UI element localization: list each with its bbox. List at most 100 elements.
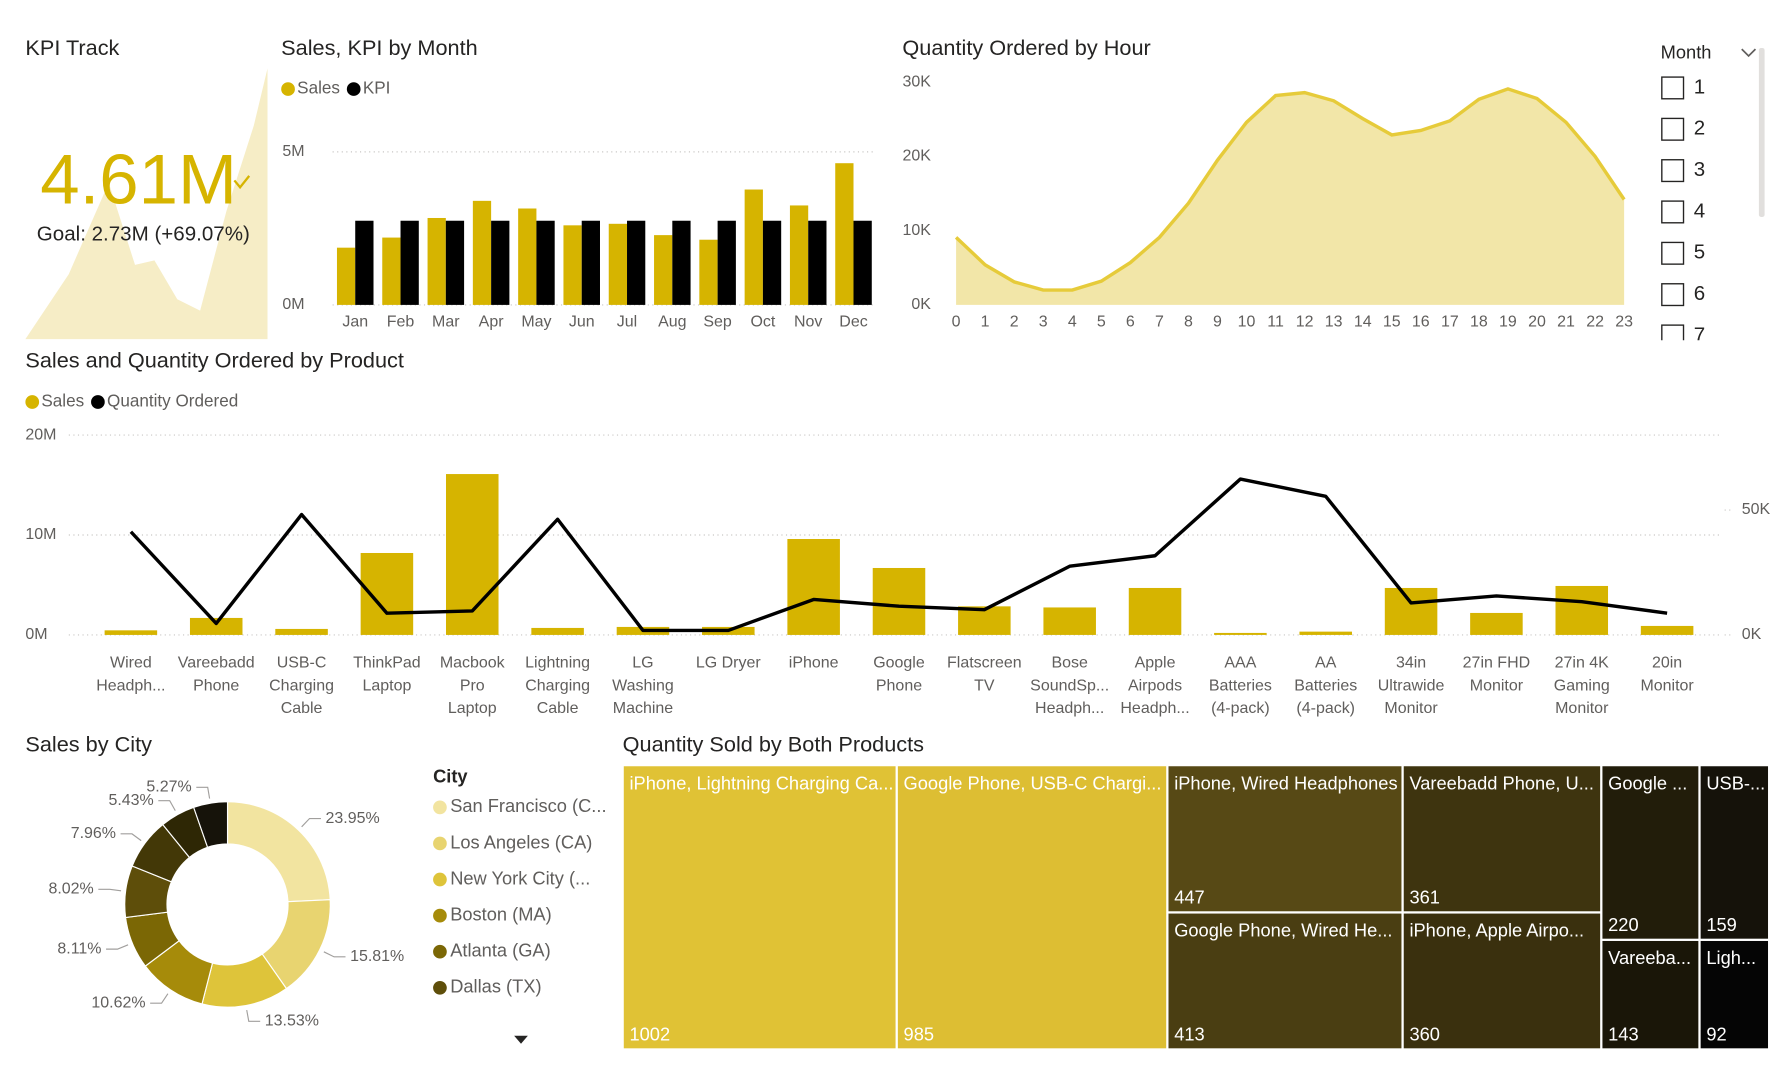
slicer-checkbox[interactable] <box>1661 117 1685 141</box>
x-tick-label: Wired Headph... <box>96 655 165 695</box>
x-tick-label: ThinkPad Laptop <box>353 655 420 695</box>
area-line <box>954 87 1626 292</box>
slicer-item[interactable]: 4 <box>1694 199 1705 222</box>
data-label: 5.27% <box>146 779 191 796</box>
x-tick-label: 15 <box>1383 313 1401 330</box>
bar <box>581 220 600 305</box>
x-tick-label: Jun <box>569 313 595 330</box>
treemap-tile[interactable] <box>1403 913 1601 1049</box>
x-tick-label: iPhone <box>789 655 839 672</box>
tile-label: Vareeba... <box>1608 947 1691 968</box>
x-tick-label: 27in 4K Gaming Monitor <box>1554 655 1610 718</box>
bar <box>627 220 646 305</box>
treemap-tile[interactable] <box>1700 766 1769 939</box>
legend-dot[interactable] <box>433 872 447 887</box>
tile-label: Vareebadd Phone, U... <box>1409 772 1593 793</box>
slicer-scrollbar[interactable] <box>1758 47 1765 217</box>
bar <box>427 217 446 305</box>
y-tick-label: 0M <box>25 626 47 643</box>
bar <box>1043 607 1096 635</box>
leader-line <box>120 833 142 842</box>
x-tick-label: 6 <box>1126 313 1135 330</box>
slicer-checkbox[interactable] <box>1661 283 1685 307</box>
bar <box>872 567 926 635</box>
legend-label[interactable]: Los Angeles (CA) <box>450 831 592 852</box>
slicer-checkbox[interactable] <box>1661 76 1685 100</box>
leader-line <box>301 817 321 828</box>
legend-label[interactable]: San Francisco (C... <box>450 795 606 816</box>
legend-label[interactable]: Boston (MA) <box>450 903 552 924</box>
tile-value: 92 <box>1706 1024 1726 1045</box>
slicer-checkbox[interactable] <box>1661 159 1685 183</box>
bar <box>608 223 628 305</box>
legend-label: Sales <box>41 391 84 410</box>
legend-dot[interactable] <box>433 980 447 995</box>
tile-value: 220 <box>1608 914 1638 935</box>
bar <box>275 628 328 635</box>
x-tick-label: 23 <box>1615 313 1633 330</box>
x-tick-label: 34in Ultrawide Monitor <box>1378 655 1445 718</box>
bar <box>744 189 763 305</box>
slicer-checkbox[interactable] <box>1661 324 1685 347</box>
legend-label[interactable]: Atlanta (GA) <box>450 940 550 961</box>
bar <box>1555 585 1609 635</box>
slicer-item[interactable]: 1 <box>1694 75 1705 98</box>
x-tick-label: Aug <box>658 313 686 330</box>
bar <box>717 220 736 305</box>
treemap-tile[interactable] <box>1602 766 1699 939</box>
legend-label: Sales <box>297 79 340 98</box>
slicer-item[interactable]: 7 <box>1694 323 1705 346</box>
x-tick-label: Macbook Pro Laptop <box>440 655 505 718</box>
legend-dot <box>25 395 40 409</box>
treemap-tile[interactable] <box>1700 940 1769 1049</box>
bar <box>518 208 537 305</box>
slicer-checkbox[interactable] <box>1661 200 1685 224</box>
x-tick-label: 1 <box>981 313 990 330</box>
slicer-chevron[interactable] <box>1741 48 1757 58</box>
x-tick-label: Sep <box>703 313 732 330</box>
legend-label[interactable]: New York City (... <box>450 867 590 888</box>
bar <box>853 220 872 305</box>
legend-dot[interactable] <box>433 908 447 923</box>
slicer-item[interactable]: 5 <box>1694 241 1705 264</box>
leader-line <box>158 800 176 811</box>
leader-line <box>246 1009 261 1022</box>
legend-more[interactable] <box>514 1035 528 1044</box>
x-tick-label: 7 <box>1155 313 1164 330</box>
bar <box>1128 587 1182 635</box>
tile-label: iPhone, Apple Airpo... <box>1409 920 1584 941</box>
slicer-item[interactable]: 6 <box>1694 282 1705 305</box>
bar <box>382 237 401 305</box>
line <box>129 477 1668 633</box>
data-label: 10.62% <box>91 994 145 1011</box>
legend-label[interactable]: Dallas (TX) <box>450 976 541 997</box>
tile-value: 360 <box>1409 1024 1439 1045</box>
bar <box>1214 632 1267 635</box>
legend-dot[interactable] <box>433 836 447 851</box>
treemap-tile[interactable] <box>897 766 1167 1049</box>
treemap-tile[interactable] <box>1602 940 1699 1049</box>
x-tick-label: 16 <box>1412 313 1430 330</box>
treemap-tile[interactable] <box>1168 766 1402 912</box>
x-tick-label: 9 <box>1213 313 1222 330</box>
bar <box>1384 587 1438 635</box>
x-tick-label: AAA Batteries (4-pack) <box>1209 655 1272 718</box>
legend-dot[interactable] <box>433 800 447 815</box>
x-tick-label: 2 <box>1010 313 1019 330</box>
bar <box>699 239 718 305</box>
treemap-tile[interactable] <box>623 766 896 1049</box>
data-label: 13.53% <box>265 1012 319 1029</box>
x-tick-label: Dec <box>839 313 867 330</box>
bar <box>1640 625 1694 635</box>
slicer-checkbox[interactable] <box>1661 241 1685 265</box>
tile-value: 143 <box>1608 1024 1638 1045</box>
treemap-tile[interactable] <box>1168 913 1402 1049</box>
treemap-tile[interactable] <box>1403 766 1601 912</box>
x-tick-label: 21 <box>1557 313 1575 330</box>
slicer-item[interactable]: 3 <box>1694 158 1705 181</box>
tile-value: 447 <box>1174 887 1204 908</box>
x-tick-label: Mar <box>432 313 460 330</box>
legend-dot[interactable] <box>433 944 447 959</box>
slicer-item[interactable]: 2 <box>1694 117 1705 140</box>
